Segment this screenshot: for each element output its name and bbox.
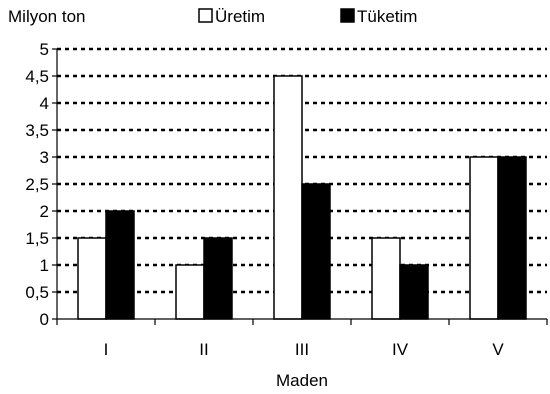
y-tick-labels: 0 0,5 1 1,5 2 2,5 3 3,5 4 4,5 5 (25, 40, 57, 329)
y-tick-label: 3 (40, 148, 49, 167)
x-tick-label: I (104, 340, 109, 359)
legend-swatch-uretim (198, 8, 213, 23)
gridlines (57, 47, 547, 294)
bars (77, 75, 527, 320)
bar-uretim-III (273, 75, 303, 320)
bar-uretim-IV (371, 237, 401, 320)
x-tick-label: IV (392, 340, 409, 359)
legend-label-uretim: Üretim (215, 7, 265, 26)
y-tick-label: 1 (40, 256, 49, 275)
bar-uretim-V (469, 156, 499, 320)
x-axis-label: Maden (276, 371, 328, 390)
y-tick-label: 4 (40, 94, 49, 113)
bar-tuketim-II (203, 237, 233, 320)
bar-tuketim-I (105, 210, 135, 320)
y-tick-label: 2,5 (25, 175, 49, 194)
y-tick-label: 2 (40, 202, 49, 221)
y-tick-label: 4,5 (25, 67, 49, 86)
legend-swatch-tuketim (340, 8, 355, 23)
y-tick-label: 3,5 (25, 121, 49, 140)
bar-tuketim-V (497, 156, 527, 320)
legend-label-tuketim: Tüketim (357, 7, 417, 26)
bar-tuketim-IV (399, 264, 429, 320)
x-tick-label: II (199, 340, 208, 359)
x-tick-label: III (295, 340, 309, 359)
bar-uretim-I (77, 237, 107, 320)
y-tick-label: 1,5 (25, 229, 49, 248)
y-tick-label: 0,5 (25, 283, 49, 302)
bar-uretim-II (175, 264, 205, 320)
y-tick-label: 0 (40, 310, 49, 329)
bar-tuketim-III (301, 183, 331, 320)
x-ticks: I II III IV V (56, 319, 548, 359)
y-tick-label: 5 (40, 40, 49, 59)
y-axis-label: Milyon ton (8, 7, 85, 26)
legend: Üretim Tüketim (198, 7, 417, 26)
x-tick-label: V (492, 340, 504, 359)
